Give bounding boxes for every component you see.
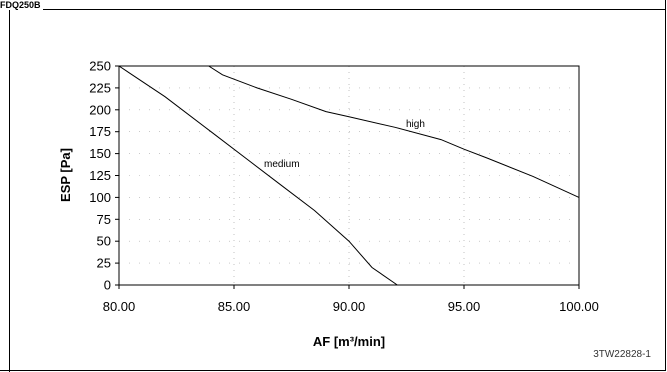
- y-tick-label: 250: [89, 59, 111, 74]
- x-tick-label: 90.00: [333, 299, 366, 314]
- y-tick-label: 175: [89, 124, 111, 139]
- header-rule: [0, 9, 666, 10]
- x-tick-label: 80.00: [103, 299, 136, 314]
- reference-code: 3TW22828-1: [593, 349, 651, 360]
- y-tick-label: 150: [89, 146, 111, 161]
- model-tag: FDQ250B: [0, 0, 43, 10]
- y-tick-label: 225: [89, 80, 111, 95]
- y-axis-ticks: 0 25 50 75 100 125 150 175 200 225 250: [89, 59, 119, 293]
- series-layer: [118, 65, 580, 286]
- x-tick-label: 85.00: [218, 299, 251, 314]
- grid-lines: [119, 66, 579, 285]
- x-tick-label: 95.00: [448, 299, 481, 314]
- series-labels: high medium: [264, 119, 425, 170]
- x-tick-label: 100.00: [559, 299, 599, 314]
- y-axis-label: ESP [Pa]: [58, 148, 73, 202]
- x-axis-label: AF [m³/min]: [313, 334, 385, 349]
- y-tick-label: 50: [97, 234, 111, 249]
- y-tick-label: 25: [97, 256, 111, 271]
- y-tick-label: 75: [97, 212, 111, 227]
- series-line-high: [208, 65, 580, 198]
- left-rule: [9, 9, 10, 372]
- y-tick-label: 200: [89, 102, 111, 117]
- y-tick-label: 100: [89, 190, 111, 205]
- series-label-medium: medium: [264, 159, 300, 170]
- series-label-high: high: [406, 119, 425, 130]
- y-tick-label: 0: [104, 278, 111, 293]
- series-line-medium: [118, 65, 398, 286]
- x-axis-ticks: 80.00 85.00 90.00 95.00 100.00: [103, 285, 599, 314]
- y-tick-label: 125: [89, 168, 111, 183]
